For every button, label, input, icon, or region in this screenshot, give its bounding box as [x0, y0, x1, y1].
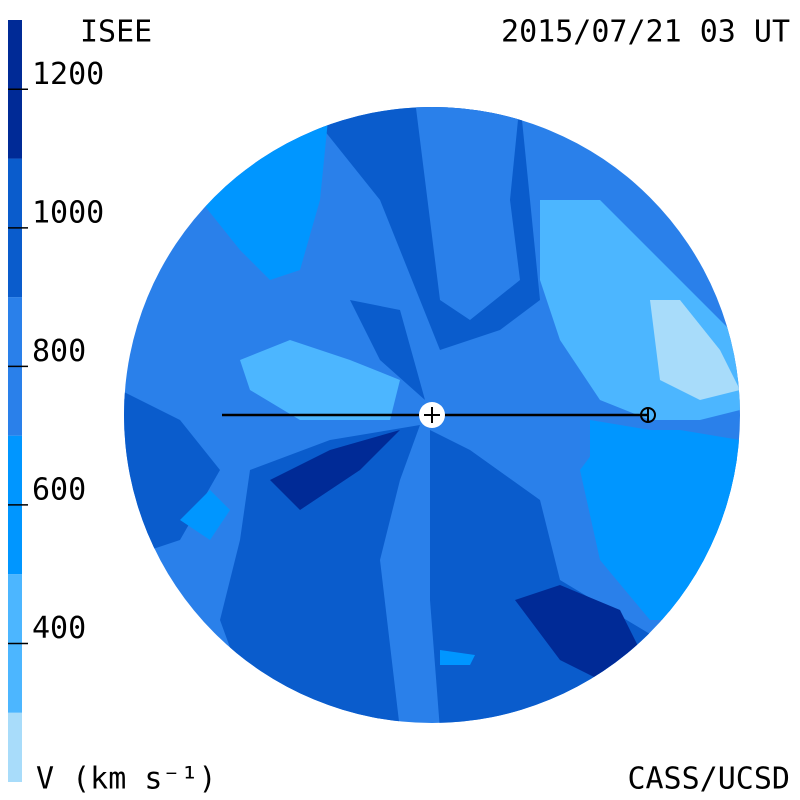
colorbar-band — [8, 712, 22, 782]
colorbar-label: V (km s⁻¹) — [36, 762, 217, 797]
credit: CASS/UCSD — [627, 762, 790, 797]
colorbar-tick-label: 800 — [32, 334, 86, 369]
colorbar-tick-label: 600 — [32, 472, 86, 507]
colorbar-tick-label: 1200 — [32, 57, 104, 92]
colorbar-tick-label: 1000 — [32, 195, 104, 230]
date: 2015/07/21 03 UT — [501, 15, 790, 50]
velocity-map — [124, 107, 740, 723]
colorbar-tick-label: 400 — [32, 611, 86, 646]
title: ISEE — [80, 15, 152, 50]
colorbar: 400 600 800 1000 1200 — [8, 20, 104, 782]
